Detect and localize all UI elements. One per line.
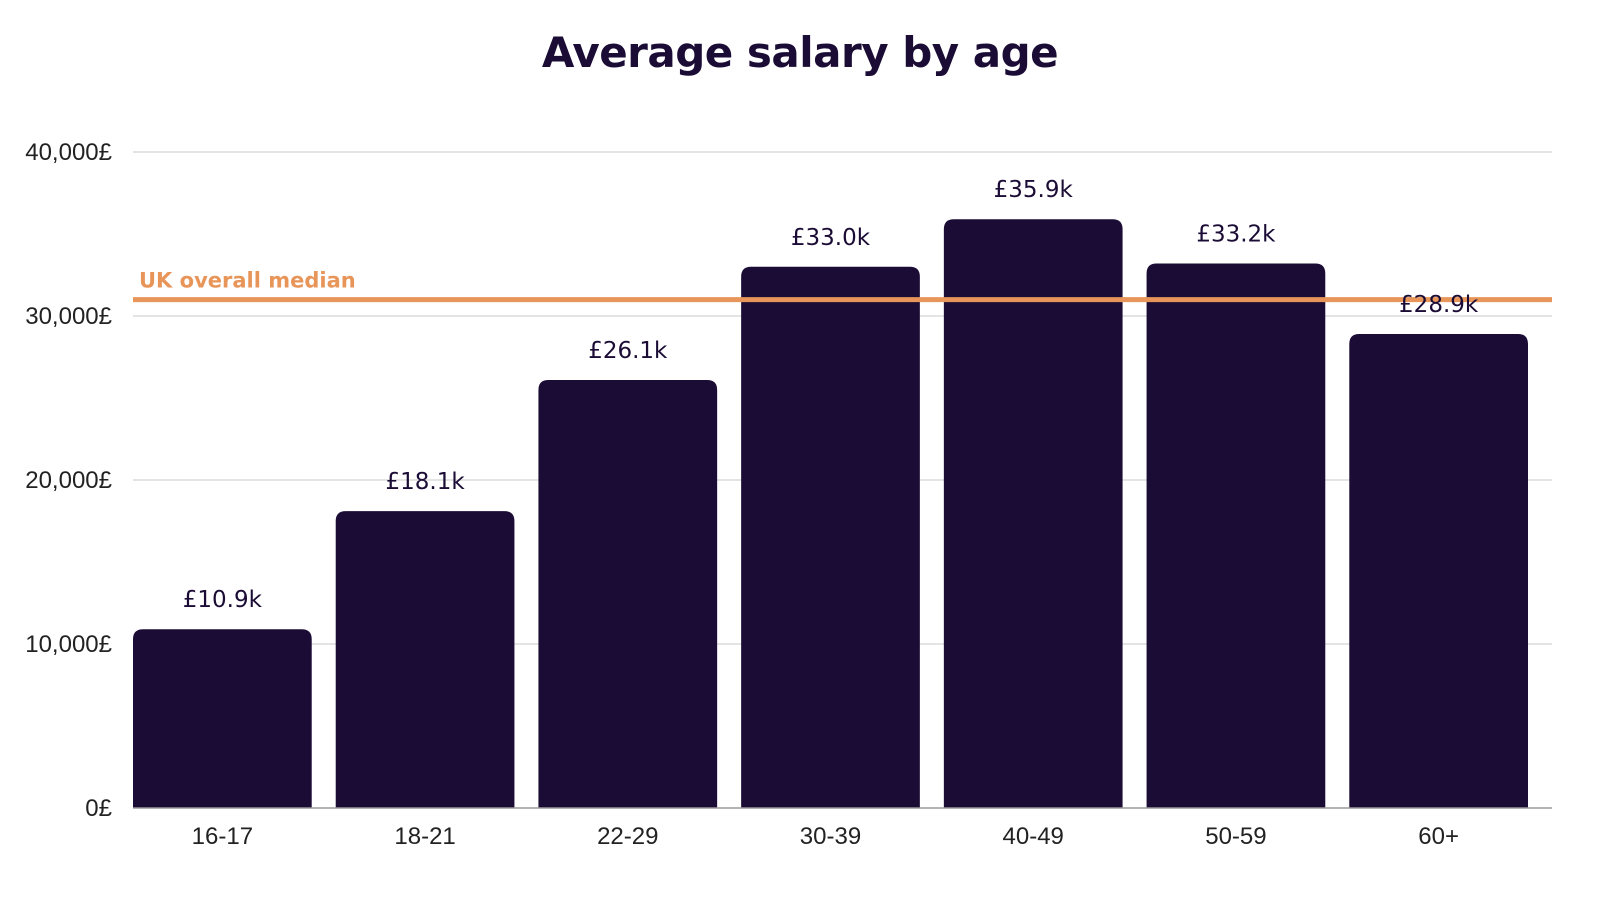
x-tick-label: 50-59 [1205,823,1266,850]
x-tick-label: 60+ [1418,823,1459,850]
bar-60+ [1349,334,1528,808]
x-tick-label: 18-21 [394,823,455,850]
bar-22-29 [538,379,718,808]
y-tick-label: 10,000£ [25,631,112,658]
bar-18-21 [335,511,515,808]
data-label: £26.1k [588,338,668,364]
data-label: £33.0k [791,225,871,251]
y-tick-label: 30,000£ [25,303,112,330]
data-labels: £10.9k £18.1k £26.1k £33.0k £35.9k £33.2k £28.… [183,177,1479,613]
bar-16-17 [133,629,312,808]
bars [133,219,1528,809]
data-label: £33.2k [1196,222,1276,248]
x-tick-label: 22-29 [597,823,658,850]
bar-40-49 [943,219,1123,809]
data-label: £35.9k [994,177,1074,203]
x-tick-label: 40-49 [1003,823,1064,850]
median-line-label: UK overall median [139,269,356,293]
bar-50-59 [1146,263,1326,808]
axes: 0£ 10,000£ 20,000£ 30,000£ 40,000£ 16-17 18-21… [25,139,1552,850]
y-tick-label: 20,000£ [25,467,112,494]
x-tick-label: 16-17 [192,823,253,850]
y-tick-label: 0£ [85,795,112,822]
median-line-group: UK overall median [133,269,1552,303]
bar-30-39 [741,266,920,808]
y-tick-label: 40,000£ [25,139,112,166]
data-label: £28.9k [1399,292,1479,318]
x-tick-label: 30-39 [800,823,861,850]
chart-title: Average salary by age [541,28,1059,77]
data-label: £10.9k [183,587,263,613]
data-label: £18.1k [385,469,465,495]
